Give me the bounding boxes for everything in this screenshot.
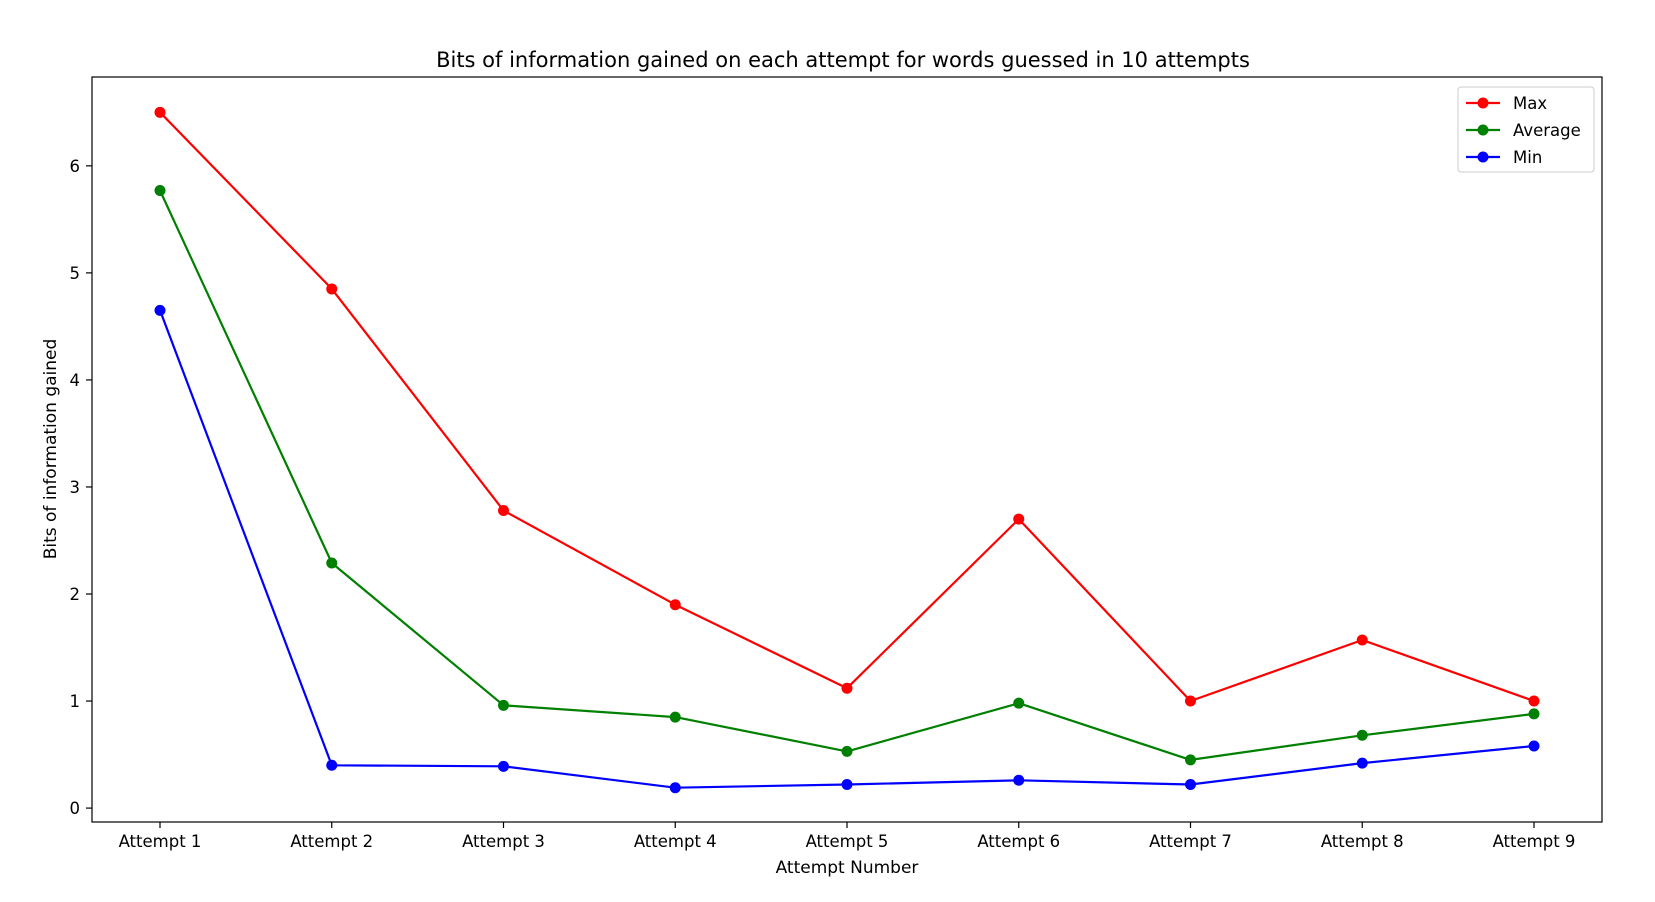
data-point-max — [1528, 695, 1540, 707]
data-point-max — [1185, 695, 1196, 707]
legend-label-min: Min — [1513, 148, 1542, 167]
legend-marker-average — [1477, 124, 1489, 136]
data-point-min — [669, 782, 681, 794]
x-tick-label: Attempt 9 — [1493, 832, 1576, 851]
legend-frame — [1457, 86, 1595, 173]
data-point-max — [1356, 634, 1368, 646]
data-point-average — [326, 557, 338, 569]
data-point-average — [154, 184, 166, 196]
y-tick-label: 2 — [70, 585, 81, 604]
data-point-min — [498, 760, 509, 772]
x-tick-label: Attempt 2 — [290, 832, 373, 851]
x-tick-label: Attempt 5 — [806, 832, 889, 851]
data-point-min — [1356, 757, 1368, 769]
data-point-max — [841, 682, 853, 694]
data-point-min — [1013, 774, 1025, 786]
y-tick-label: 1 — [70, 692, 81, 711]
plot-area-frame — [91, 76, 1603, 823]
data-point-average — [498, 699, 509, 711]
y-tick-label: 4 — [70, 371, 81, 390]
y-tick-label: 3 — [70, 478, 81, 497]
x-tick-label: Attempt 8 — [1321, 832, 1404, 851]
y-tick-label: 5 — [70, 264, 81, 283]
chart-title: Bits of information gained on each attem… — [436, 48, 1250, 72]
data-point-average — [1185, 754, 1196, 766]
y-tick-label: 0 — [70, 799, 81, 818]
series-line-max — [159, 111, 1535, 703]
series-line-average — [159, 190, 1535, 762]
y-tick-label: 6 — [70, 157, 81, 176]
legend-marker-min — [1477, 151, 1489, 163]
data-point-average — [669, 711, 681, 723]
x-axis-label: Attempt Number — [776, 858, 919, 878]
data-point-max — [498, 505, 509, 517]
data-point-max — [1013, 513, 1025, 525]
legend-label-max: Max — [1513, 94, 1547, 113]
data-point-max — [154, 106, 166, 118]
x-tick-label: Attempt 3 — [462, 832, 545, 851]
y-axis-label: Bits of information gained — [41, 339, 61, 560]
data-point-max — [326, 283, 338, 295]
legend-label-average: Average — [1513, 121, 1581, 140]
x-tick-label: Attempt 6 — [977, 832, 1060, 851]
legend: Max Average Min — [1457, 86, 1595, 173]
x-tick-label: Attempt 4 — [634, 832, 717, 851]
data-point-min — [1528, 740, 1540, 752]
data-point-average — [1013, 697, 1025, 709]
data-point-min — [154, 304, 166, 316]
data-point-min — [841, 779, 853, 791]
data-point-average — [1528, 708, 1540, 720]
series-line-min — [158, 309, 1535, 789]
data-point-min — [326, 759, 338, 771]
data-point-max — [669, 599, 681, 611]
data-point-average — [1356, 729, 1368, 741]
x-tick-label: Attempt 7 — [1149, 832, 1232, 851]
x-tick-label: Attempt 1 — [119, 832, 202, 851]
data-point-average — [841, 745, 853, 757]
legend-marker-max — [1477, 97, 1489, 109]
data-point-min — [1185, 779, 1196, 791]
